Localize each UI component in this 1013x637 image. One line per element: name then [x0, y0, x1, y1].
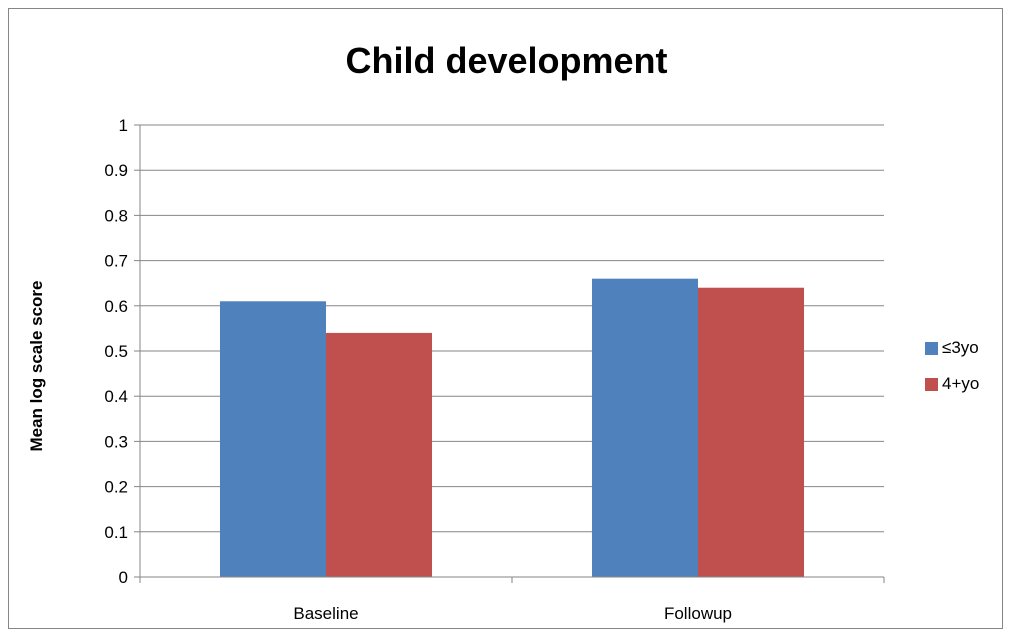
legend-swatch-1 — [925, 377, 938, 391]
legend-item-1: 4+yo — [925, 373, 979, 395]
legend-label-0: ≤3yo — [942, 338, 979, 357]
legend-label-1: 4+yo — [942, 374, 980, 393]
y-tick-label: 0.1 — [104, 523, 128, 542]
x-tick-label: Followup — [664, 604, 732, 623]
y-tick-label: 0.3 — [104, 432, 128, 451]
bar-0-1 — [591, 278, 698, 577]
y-tick-label: 0 — [119, 568, 128, 587]
y-tick-label: 0.9 — [104, 161, 128, 180]
bars — [219, 278, 805, 577]
chart-title: Child development — [345, 40, 668, 81]
y-tick-label: 0.2 — [104, 478, 128, 497]
y-tick-label: 0.6 — [104, 297, 128, 316]
y-tick-label: 0.8 — [104, 206, 128, 225]
y-tick-label: 0.7 — [104, 252, 128, 271]
bar-0-0 — [219, 301, 326, 577]
y-tick-label: 0.5 — [104, 342, 128, 361]
bar-1-0 — [326, 332, 433, 577]
legend-swatch-0 — [925, 341, 938, 355]
bar-1-1 — [698, 287, 805, 577]
legend: ≤3yo 4+yo — [925, 337, 979, 409]
axes — [139, 125, 885, 583]
x-tick-labels: Baseline Followup — [293, 604, 732, 623]
y-tick-label: 0.4 — [104, 387, 128, 406]
y-tick-labels: 0 0.1 0.2 0.3 0.4 0.5 0.6 0.7 0.8 0.9 1 — [104, 116, 128, 587]
chart-frame — [8, 8, 1003, 629]
x-tick-label: Baseline — [293, 604, 358, 623]
y-tick-label: 1 — [119, 116, 128, 135]
legend-item-0: ≤3yo — [925, 337, 979, 359]
